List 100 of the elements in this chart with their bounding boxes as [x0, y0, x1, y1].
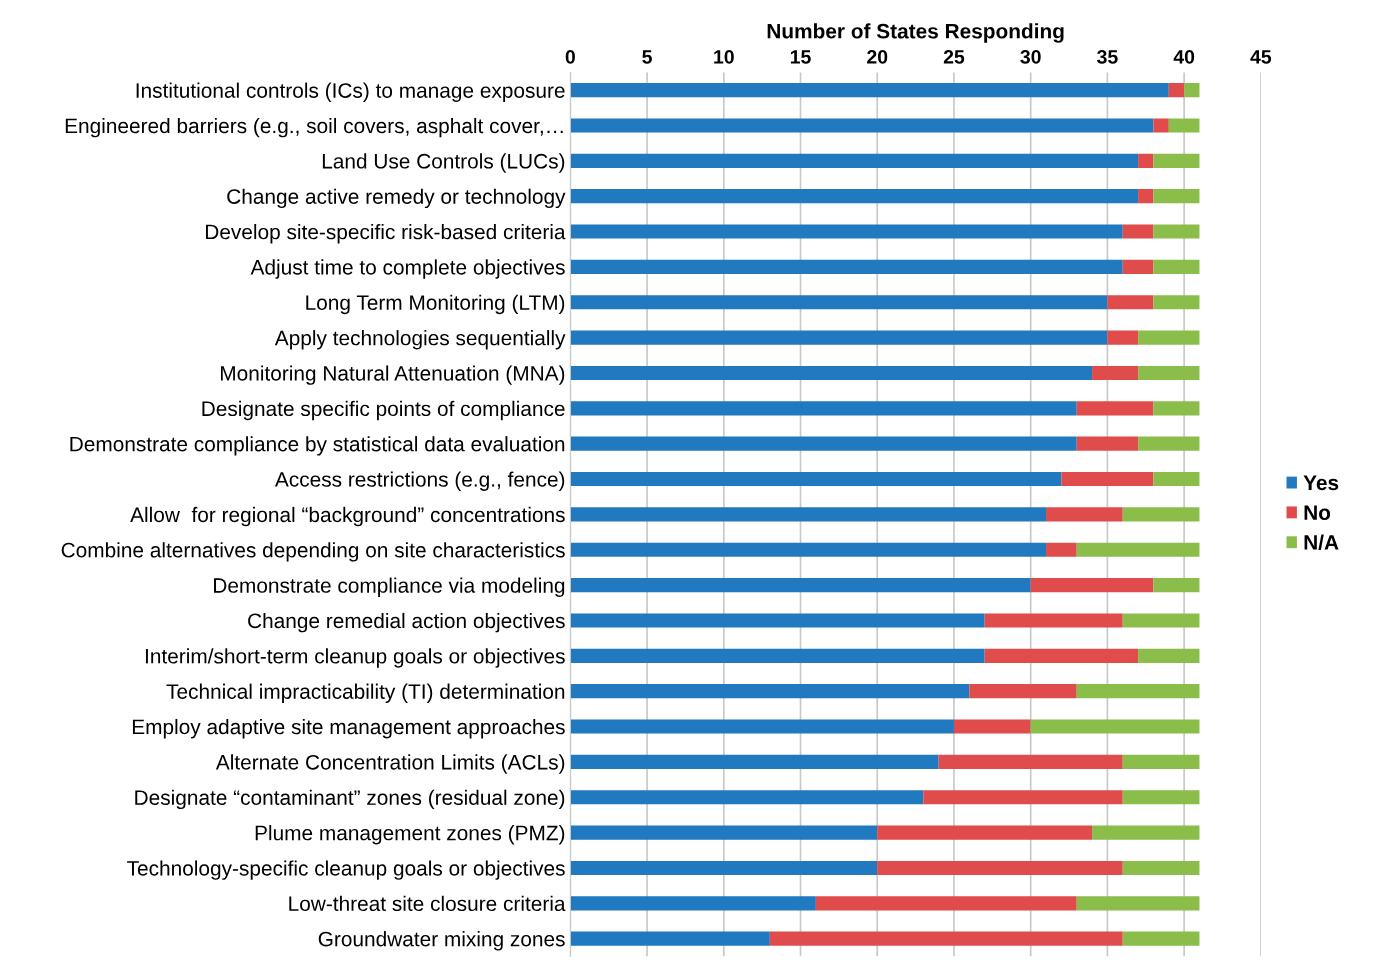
y-tick-label: Access restrictions (e.g., fence) [274, 471, 565, 491]
bar [815, 896, 1077, 911]
bar [1122, 754, 1200, 769]
bar [877, 860, 1123, 876]
y-tick-label: Groundwater mixing zones [318, 931, 565, 951]
bar [1030, 578, 1154, 593]
y-tick-label: Plume management zones (PMZ) [255, 825, 565, 845]
x-tick-label: 5 [642, 50, 652, 64]
bar [1046, 542, 1077, 557]
x-tick-label: 10 [714, 49, 734, 64]
bar [984, 613, 1123, 628]
bar [769, 931, 1123, 946]
bar [570, 295, 1108, 310]
bar [1122, 507, 1200, 522]
bar [1168, 83, 1185, 98]
bar [570, 365, 1093, 381]
bar [1122, 931, 1200, 946]
bar [1153, 295, 1200, 310]
y-tick-label: Long Term Monitoring (LTM) [306, 294, 565, 315]
bar [570, 896, 816, 911]
bar [1061, 471, 1154, 487]
legend-label: Yes [1303, 475, 1339, 491]
bar [570, 118, 1154, 133]
bar [1076, 401, 1154, 416]
bar [570, 507, 1047, 522]
y-tick-label: Technical impracticability (TI) determination [166, 683, 565, 704]
bar [1046, 507, 1123, 522]
y-tick-label: Allow for regional “background” concentrations [130, 506, 565, 527]
y-tick-label: Alternate Concentration Limits (ACLs) [215, 754, 565, 774]
bar [877, 825, 1093, 840]
y-tick-label: Change remedial action objectives [248, 612, 565, 633]
bar [570, 860, 878, 876]
x-tick-label: 25 [943, 49, 965, 64]
bar [1122, 860, 1200, 876]
y-tick-label: Low-threat site closure criteria [289, 895, 566, 912]
y-tick-label: Combine alternatives depending on site characteristics [61, 542, 565, 562]
bar [1107, 295, 1154, 310]
bar [570, 401, 1077, 416]
bar [1092, 365, 1139, 381]
bar [570, 259, 1123, 274]
x-tick-label: 30 [1020, 49, 1041, 64]
bar [570, 790, 924, 805]
bar [1122, 224, 1154, 239]
bar [1076, 684, 1200, 699]
bar [570, 931, 770, 946]
y-tick-label: Designate specific points of compliance [202, 400, 565, 421]
y-tick-label: Technology-specific cleanup goals or objectives [127, 860, 565, 880]
bar [570, 330, 1108, 345]
bar [1076, 542, 1200, 557]
bar [570, 542, 1047, 557]
bar [1153, 401, 1200, 416]
bar [1153, 189, 1200, 204]
bar [1184, 83, 1200, 98]
bar [923, 790, 1123, 805]
bar [570, 613, 985, 628]
y-tick-label: Demonstrate compliance via modeling [214, 577, 565, 597]
bar [1153, 471, 1200, 487]
legend-label: N/A [1304, 534, 1339, 551]
y-tick-label: Land Use Controls (LUCs) [322, 153, 565, 173]
bar [1153, 118, 1169, 133]
legend-label: No [1304, 505, 1331, 520]
bar [570, 436, 1077, 451]
bar [1138, 330, 1200, 345]
bar [1076, 436, 1139, 451]
bar [1138, 365, 1200, 381]
bar [1092, 825, 1200, 840]
y-tick-label: Develop site-specific risk-based criteria [205, 224, 566, 244]
bar [570, 719, 954, 734]
bar [570, 754, 939, 769]
y-tick-label: Adjust time to complete objectives [250, 259, 565, 279]
x-axis-title: Number of States Responding [767, 23, 1064, 43]
bar [570, 224, 1123, 239]
bar [1138, 648, 1200, 663]
bar [1107, 330, 1139, 345]
bar [1138, 189, 1154, 204]
bar [570, 648, 985, 663]
bar [570, 684, 970, 699]
bar [1153, 224, 1200, 239]
x-tick-label: 15 [790, 50, 811, 64]
bar [1153, 578, 1200, 593]
bar [570, 83, 1169, 98]
bar [984, 648, 1139, 663]
bar [570, 153, 1139, 168]
bar [1122, 790, 1200, 805]
bar [570, 578, 1031, 593]
bar [570, 189, 1139, 204]
bar [1122, 613, 1200, 628]
bar [1076, 896, 1200, 911]
y-tick-label: Engineered barriers (e.g., soil covers, asphalt cover,… [65, 117, 563, 138]
y-tick-label: Designate “contaminant” zones (residual zone) [135, 789, 565, 810]
bar [953, 719, 1031, 734]
bar [1030, 719, 1200, 734]
y-tick-label: Apply technologies sequentially [274, 330, 566, 350]
bar [1138, 153, 1154, 168]
bar [1122, 259, 1154, 274]
x-tick-label: 40 [1173, 49, 1195, 64]
bar [1138, 436, 1200, 451]
x-tick-label: 45 [1250, 50, 1272, 64]
bar [1153, 259, 1200, 274]
y-tick-label: Institutional controls (ICs) to manage exposure [136, 82, 565, 102]
